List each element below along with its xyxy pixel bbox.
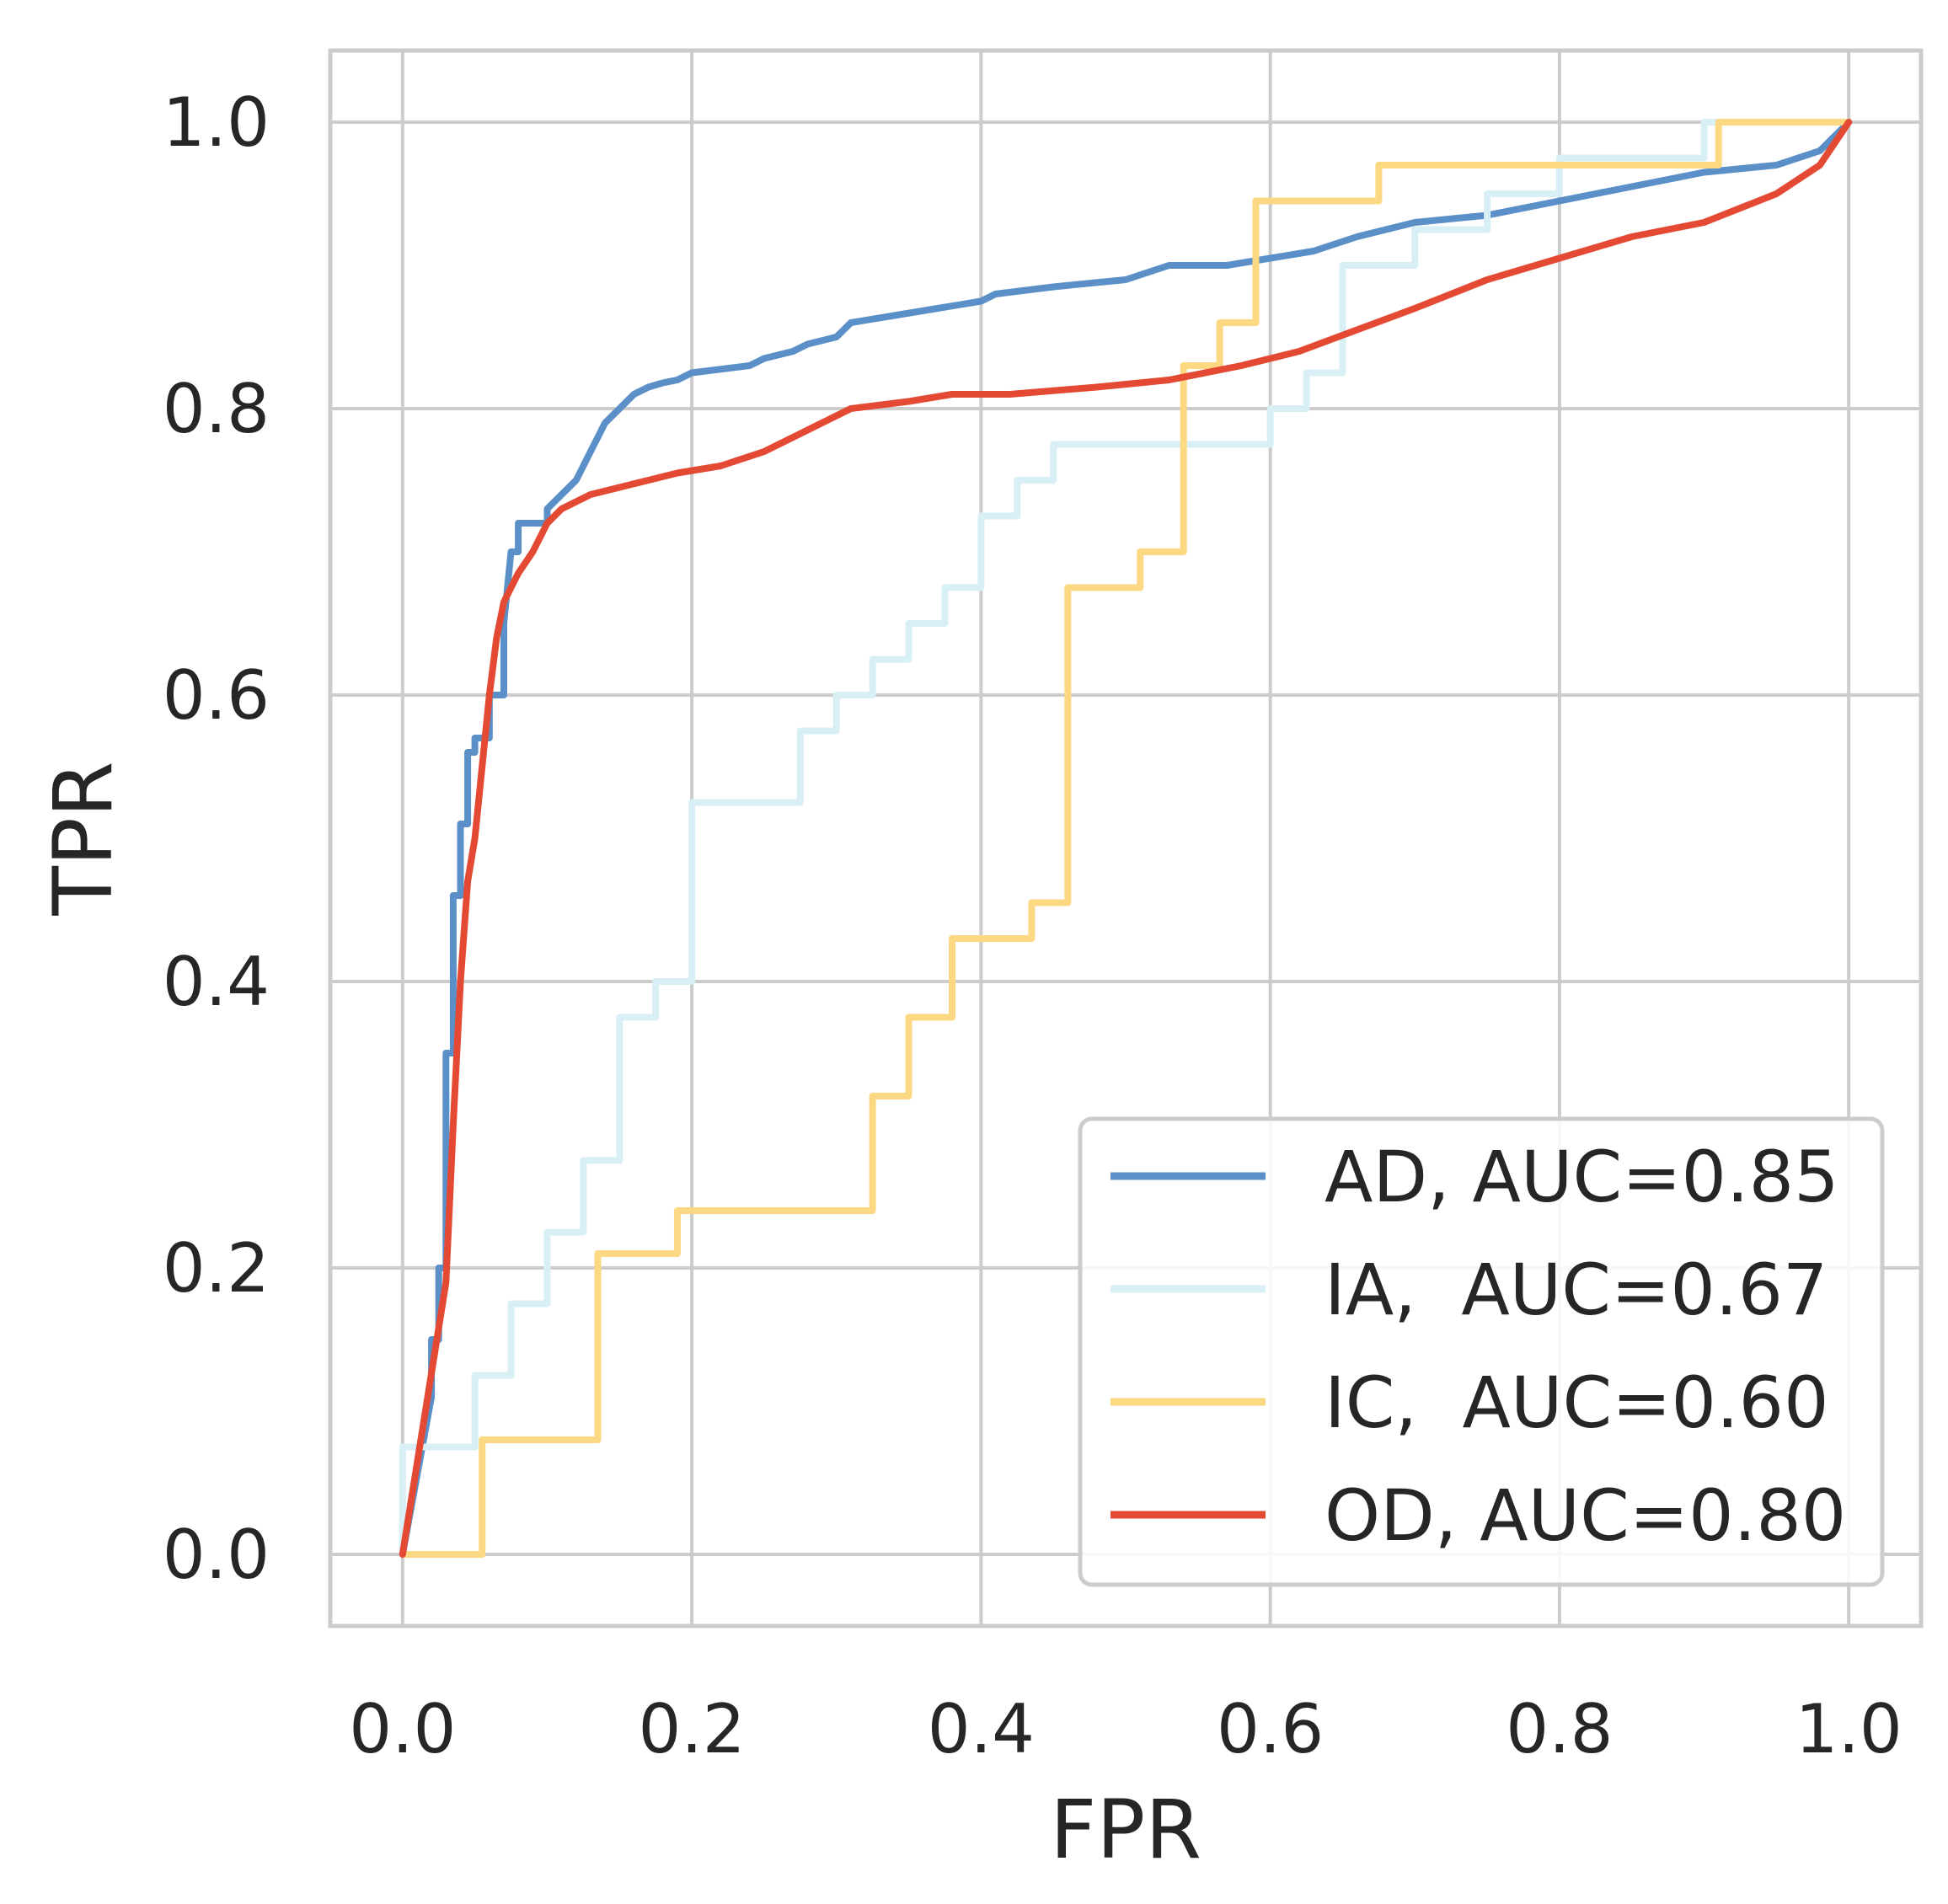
tick-labels: 0.0 0.2 0.4 0.6 0.8 1.0 0.0 0.2 0.4 0.6 0.8 1.0 <box>163 83 1903 1768</box>
x-tick-label-5: 1.0 <box>1795 1690 1903 1768</box>
legend-label-3: OD, AUC=0.80 <box>1325 1474 1846 1557</box>
legend-label-2: IC, AUC=0.60 <box>1325 1361 1829 1444</box>
y-tick-label-3: 0.6 <box>163 656 270 735</box>
y-axis-label: TPR <box>36 761 131 916</box>
legend-label-1: IA, AUC=0.67 <box>1325 1249 1828 1331</box>
x-tick-label-2: 0.4 <box>928 1690 1035 1768</box>
y-tick-label-1: 0.2 <box>163 1229 270 1308</box>
legend: AD, AUC=0.85 IA, AUC=0.67 IC, AUC=0.60 OD, … <box>1078 1116 1885 1587</box>
legend-box <box>1078 1116 1885 1587</box>
series-line-3 <box>399 119 1853 1558</box>
y-tick-label-5: 1.0 <box>163 83 270 162</box>
y-tick-label-2: 0.4 <box>163 943 270 1021</box>
series-line-0 <box>399 119 1853 1558</box>
y-tick-label-0: 0.0 <box>163 1516 270 1594</box>
plot-frame <box>328 48 1924 1629</box>
x-tick-label-1: 0.2 <box>638 1690 745 1768</box>
y-tick-label-4: 0.8 <box>163 370 270 448</box>
grid <box>330 51 1921 1626</box>
x-tick-label-4: 0.8 <box>1506 1690 1613 1768</box>
legend-label-0: AD, AUC=0.85 <box>1325 1136 1839 1218</box>
series-lines <box>399 119 1853 1558</box>
x-axis-label: FPR <box>1050 1783 1201 1877</box>
x-tick-label-3: 0.6 <box>1217 1690 1324 1768</box>
legend-items: AD, AUC=0.85 IA, AUC=0.67 IC, AUC=0.60 OD, … <box>1110 1136 1846 1557</box>
series-line-2 <box>399 119 1853 1558</box>
x-tick-label-0: 0.0 <box>349 1690 456 1768</box>
series-line-1 <box>399 119 1853 1558</box>
